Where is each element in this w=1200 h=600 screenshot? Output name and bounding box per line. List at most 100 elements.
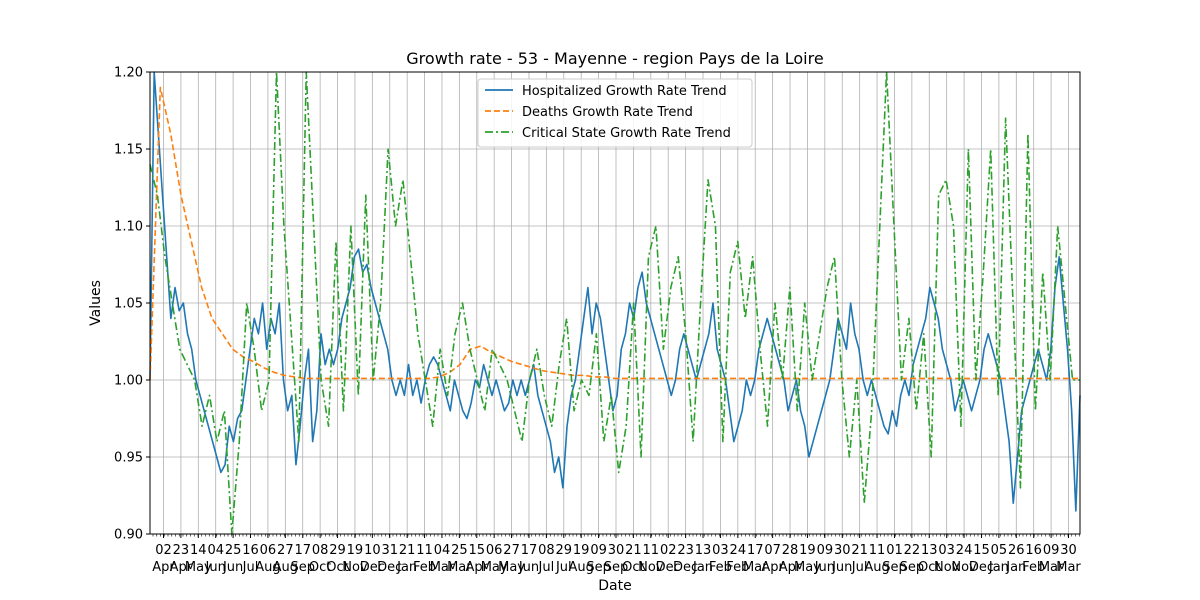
x-tick-day: 10 — [364, 543, 381, 558]
legend-box — [477, 78, 753, 148]
x-tick-day: 16 — [1025, 543, 1042, 558]
x-tick-month: Feb — [726, 560, 749, 575]
x-tick-month: Mar — [743, 560, 768, 575]
x-tick-day: 30 — [608, 543, 625, 558]
x-tick-month: Oct — [918, 560, 940, 575]
x-tick-month: Nov — [638, 560, 664, 575]
x-tick-month: Jun — [831, 560, 852, 575]
x-tick-day: 23 — [173, 543, 190, 558]
x-tick-day: 15 — [468, 543, 485, 558]
x-tick-day: 21 — [625, 543, 642, 558]
x-tick-day: 22 — [904, 543, 921, 558]
x-tick-day: 16 — [242, 543, 259, 558]
x-axis-label: Date — [598, 578, 631, 594]
x-tick-month: Apr — [170, 560, 193, 575]
x-tick-day: 17 — [294, 543, 311, 558]
y-axis-label: Values — [88, 280, 104, 326]
x-tick-day: 03 — [938, 543, 955, 558]
x-tick-day: 11 — [416, 543, 433, 558]
x-tick-month: Jul — [851, 560, 868, 575]
x-tick-day: 09 — [817, 543, 834, 558]
x-tick-month: Sep — [586, 560, 611, 575]
x-tick-day: 29 — [329, 543, 346, 558]
x-tick-day: 14 — [190, 543, 207, 558]
x-tick-month: Jun — [518, 560, 539, 575]
legend-label-2: Critical State Growth Rate Trend — [522, 126, 731, 141]
x-tick-day: 01 — [886, 543, 903, 558]
legend-label-1: Deaths Growth Rate Trend — [522, 105, 693, 120]
y-tick-label: 0.90 — [114, 528, 143, 543]
x-tick-day: 24 — [730, 543, 747, 558]
x-tick-day: 29 — [556, 543, 573, 558]
x-tick-day: 19 — [347, 543, 364, 558]
x-tick-month: Feb — [413, 560, 436, 575]
x-tick-month: Jul — [555, 560, 572, 575]
x-tick-month: Mar — [1039, 560, 1064, 575]
x-tick-day: 04 — [207, 543, 224, 558]
x-tick-day: 11 — [643, 543, 660, 558]
x-tick-month: May — [498, 560, 525, 575]
x-tick-month: Nov — [934, 560, 960, 575]
x-tick-day: 03 — [712, 543, 729, 558]
x-tick-month: Dec — [656, 560, 681, 575]
x-tick-month: Sep — [290, 560, 315, 575]
x-tick-month: Sep — [900, 560, 925, 575]
x-tick-day: 25 — [225, 543, 242, 558]
x-tick-month: May — [481, 560, 508, 575]
x-tick-day: 24 — [956, 543, 973, 558]
x-tick-month: Jun — [205, 560, 226, 575]
x-tick-day: 07 — [764, 543, 781, 558]
x-tick-day: 09 — [590, 543, 607, 558]
x-tick-day: 17 — [747, 543, 764, 558]
x-tick-month: Jun — [814, 560, 835, 575]
x-tick-month: Feb — [1022, 560, 1045, 575]
x-tick-day: 06 — [486, 543, 503, 558]
x-tick-month: Mar — [1056, 560, 1081, 575]
x-tick-month: Aug — [864, 560, 889, 575]
x-tick-month: Dec — [360, 560, 385, 575]
x-tick-day: 05 — [991, 543, 1008, 558]
x-tick-month: Apr — [779, 560, 802, 575]
series-line-2 — [149, 71, 1080, 535]
x-tick-month: Dec — [673, 560, 698, 575]
x-tick-month: Mar — [430, 560, 455, 575]
x-tick-month: May — [794, 560, 821, 575]
x-tick-month: Oct — [309, 560, 331, 575]
x-tick-day: 19 — [573, 543, 590, 558]
x-tick-month: Jul — [538, 560, 555, 575]
x-tick-day: 21 — [399, 543, 416, 558]
x-tick-day: 21 — [851, 543, 868, 558]
x-tick-month: Feb — [709, 560, 732, 575]
x-tick-month: Nov — [342, 560, 368, 575]
x-tick-day: 15 — [973, 543, 990, 558]
x-tick-day: 09 — [1043, 543, 1060, 558]
y-tick-label: 1.20 — [114, 66, 143, 81]
legend: Hospitalized Growth Rate Trend Deaths Gro… — [477, 78, 753, 148]
x-tick-month: Aug — [568, 560, 593, 575]
x-tick-month: Mar — [447, 560, 472, 575]
x-tick-day: 02 — [660, 543, 677, 558]
x-tick-day: 23 — [677, 543, 694, 558]
legend-label-0: Hospitalized Growth Rate Trend — [522, 84, 727, 99]
x-tick-month: Dec — [377, 560, 402, 575]
x-tick-day: 30 — [834, 543, 851, 558]
chart-title: Growth rate - 53 - Mayenne - region Pays… — [406, 49, 823, 68]
x-tick-day: 06 — [260, 543, 277, 558]
y-tick-label: 0.95 — [114, 451, 143, 466]
x-tick-day: 28 — [782, 543, 799, 558]
x-tick-day: 08 — [538, 543, 555, 558]
x-axis: 02 Apr 23 Apr 14 May 04 Jun 25 Jun 16 Jul 06 Aug 27 Aug… — [152, 534, 1081, 575]
x-tick-month: Oct — [326, 560, 348, 575]
x-tick-day: 27 — [277, 543, 294, 558]
x-tick-month: Jun — [222, 560, 243, 575]
x-tick-month: Jan — [692, 560, 713, 575]
x-tick-day: 08 — [312, 543, 329, 558]
x-tick-day: 17 — [521, 543, 538, 558]
x-tick-day: 13 — [921, 543, 938, 558]
series-layer — [149, 71, 1081, 535]
x-tick-month: Jan — [988, 560, 1009, 575]
x-tick-day: 11 — [869, 543, 886, 558]
x-tick-month: Apr — [466, 560, 489, 575]
series-line-0 — [149, 71, 1081, 512]
x-tick-month: Sep — [882, 560, 907, 575]
